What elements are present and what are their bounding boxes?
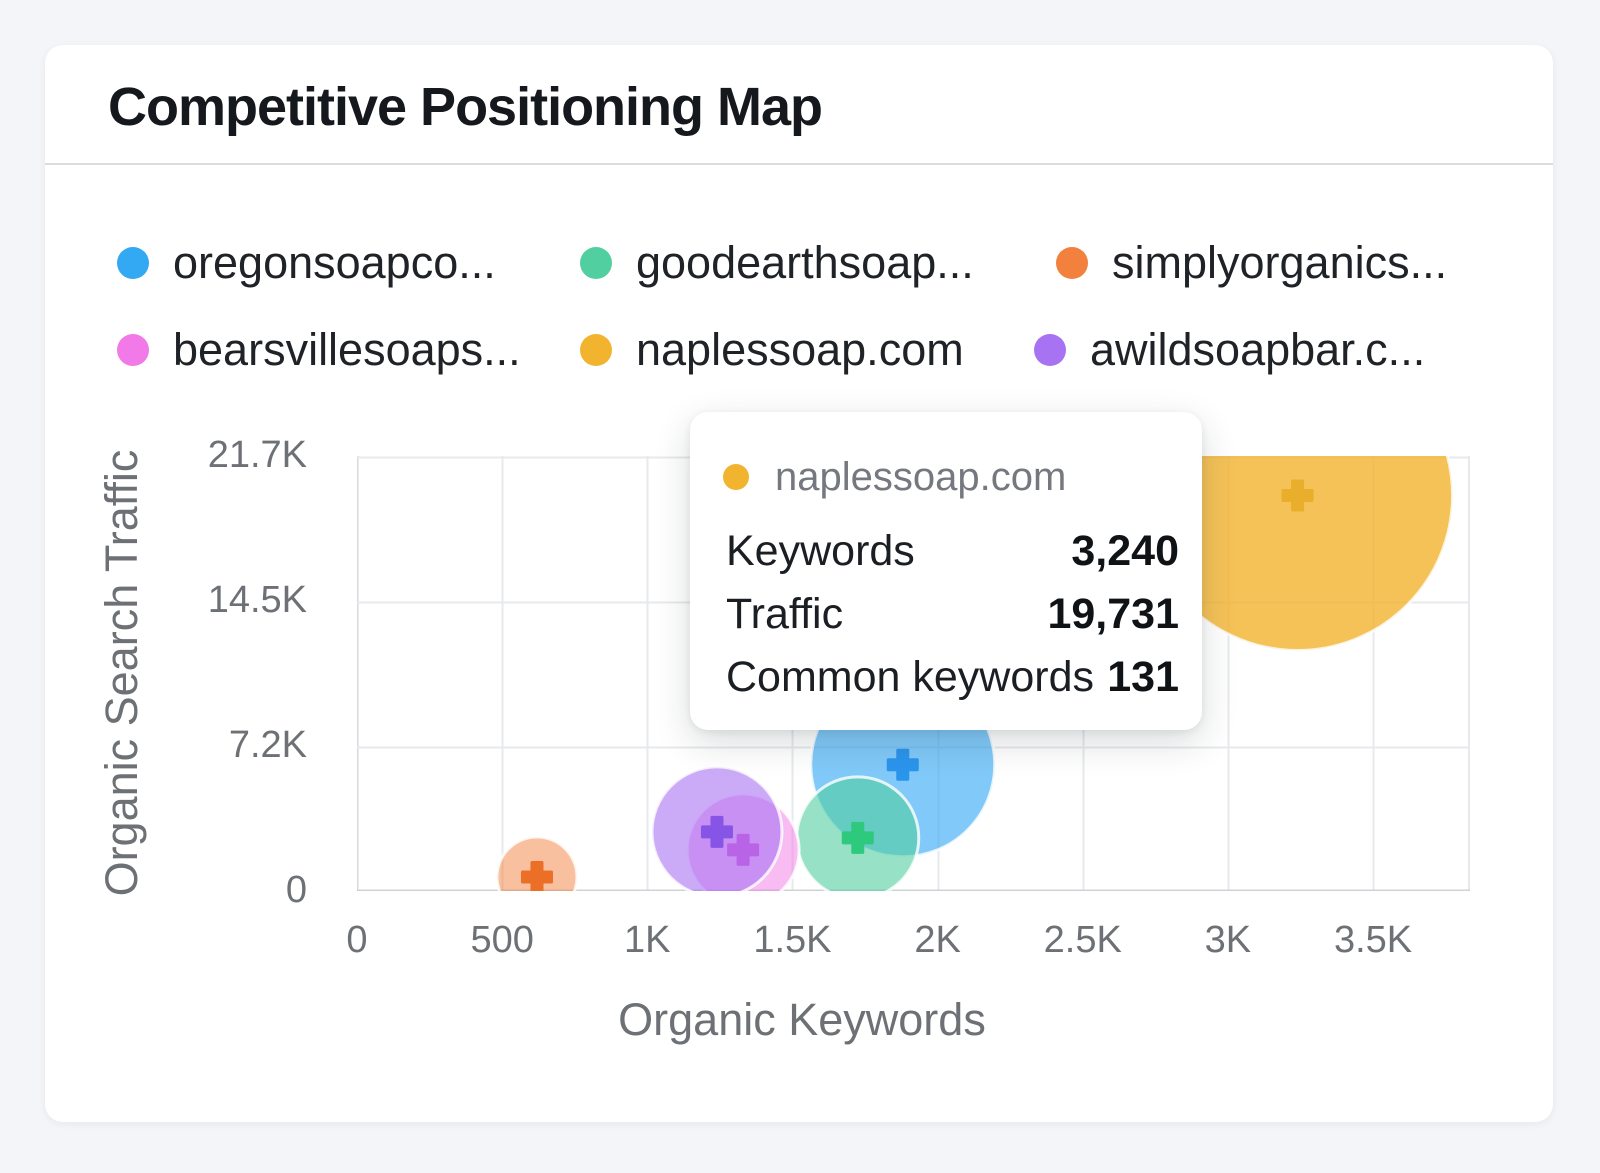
legend-item-goodearthsoap[interactable]: goodearthsoap... bbox=[580, 235, 974, 291]
legend-item-bearsvillesoaps[interactable]: bearsvillesoaps... bbox=[117, 322, 521, 378]
bubble-simplyorganics[interactable] bbox=[495, 835, 579, 891]
legend-label: goodearthsoap... bbox=[636, 237, 974, 288]
x-axis-title: Organic Keywords bbox=[618, 994, 986, 1045]
tooltip-row-label: Traffic bbox=[726, 589, 844, 638]
x-tick-label: 500 bbox=[470, 919, 534, 961]
tooltip-series-name: naplessoap.com bbox=[775, 455, 1067, 499]
legend-dot-icon bbox=[117, 334, 149, 366]
legend-label: naplessoap.com bbox=[636, 324, 964, 375]
legend-label: bearsvillesoaps... bbox=[173, 324, 521, 375]
x-tick-label: 3K bbox=[1204, 919, 1252, 961]
legend-item-oregonsoapco[interactable]: oregonsoapco... bbox=[117, 235, 496, 291]
bubble-plus-marker-icon bbox=[520, 860, 553, 891]
legend-dot-icon bbox=[580, 334, 612, 366]
bubble-plus-marker-icon bbox=[1281, 479, 1314, 512]
legend-dot-icon bbox=[117, 247, 149, 279]
tooltip-row-label: Keywords bbox=[726, 526, 915, 575]
x-tick-label: 2K bbox=[914, 919, 961, 961]
tooltip-row-common-keywords: Common keywords 131 bbox=[726, 652, 1179, 701]
legend-item-naplessoap[interactable]: naplessoap.com bbox=[580, 322, 964, 378]
chart-tooltip: naplessoap.com Keywords 3,240 Traffic 19… bbox=[690, 412, 1202, 730]
x-tick-label: 3.5K bbox=[1333, 919, 1413, 961]
y-tick-label: 14.5K bbox=[207, 578, 307, 621]
legend-dot-icon bbox=[580, 247, 612, 279]
legend-label: awildsoapbar.c... bbox=[1090, 324, 1426, 375]
legend-label: simplyorganics... bbox=[1112, 237, 1448, 288]
tooltip-row-value: 3,240 bbox=[1071, 526, 1179, 575]
x-tick-label: 0 bbox=[346, 919, 368, 961]
tooltip-series-dot-icon bbox=[723, 464, 749, 490]
bubble-plus-marker-icon bbox=[841, 821, 874, 854]
tooltip-row-traffic: Traffic 19,731 bbox=[726, 589, 1179, 638]
tooltip-row-keywords: Keywords 3,240 bbox=[726, 526, 1179, 575]
y-tick-label: 21.7K bbox=[207, 434, 307, 476]
y-tick-label: 7.2K bbox=[228, 724, 307, 766]
bubble-plus-marker-icon bbox=[700, 815, 733, 848]
x-tick-label: 1K bbox=[624, 919, 671, 961]
y-axis-title: Organic Search Traffic bbox=[96, 449, 147, 897]
bubble-plus-marker-icon bbox=[886, 748, 919, 781]
legend-item-simplyorganics[interactable]: simplyorganics... bbox=[1056, 235, 1447, 291]
y-tick-label: 0 bbox=[285, 869, 307, 911]
legend-item-awildsoapbar[interactable]: awildsoapbar.c... bbox=[1034, 322, 1425, 378]
legend-label: oregonsoapco... bbox=[173, 237, 496, 288]
bubble-awildsoapbar.c[interactable] bbox=[650, 765, 784, 891]
header-divider bbox=[45, 163, 1553, 165]
bubble-goodearthsoap[interactable] bbox=[795, 775, 921, 891]
tooltip-row-value: 19,731 bbox=[1047, 589, 1179, 638]
card-title: Competitive Positioning Map bbox=[108, 77, 823, 137]
legend-dot-icon bbox=[1034, 334, 1066, 366]
tooltip-row-value: 131 bbox=[1107, 652, 1179, 701]
tooltip-row-label: Common keywords bbox=[726, 652, 1094, 701]
x-tick-label: 1.5K bbox=[753, 919, 832, 961]
x-tick-label: 2.5K bbox=[1043, 919, 1122, 961]
legend-dot-icon bbox=[1056, 247, 1088, 279]
